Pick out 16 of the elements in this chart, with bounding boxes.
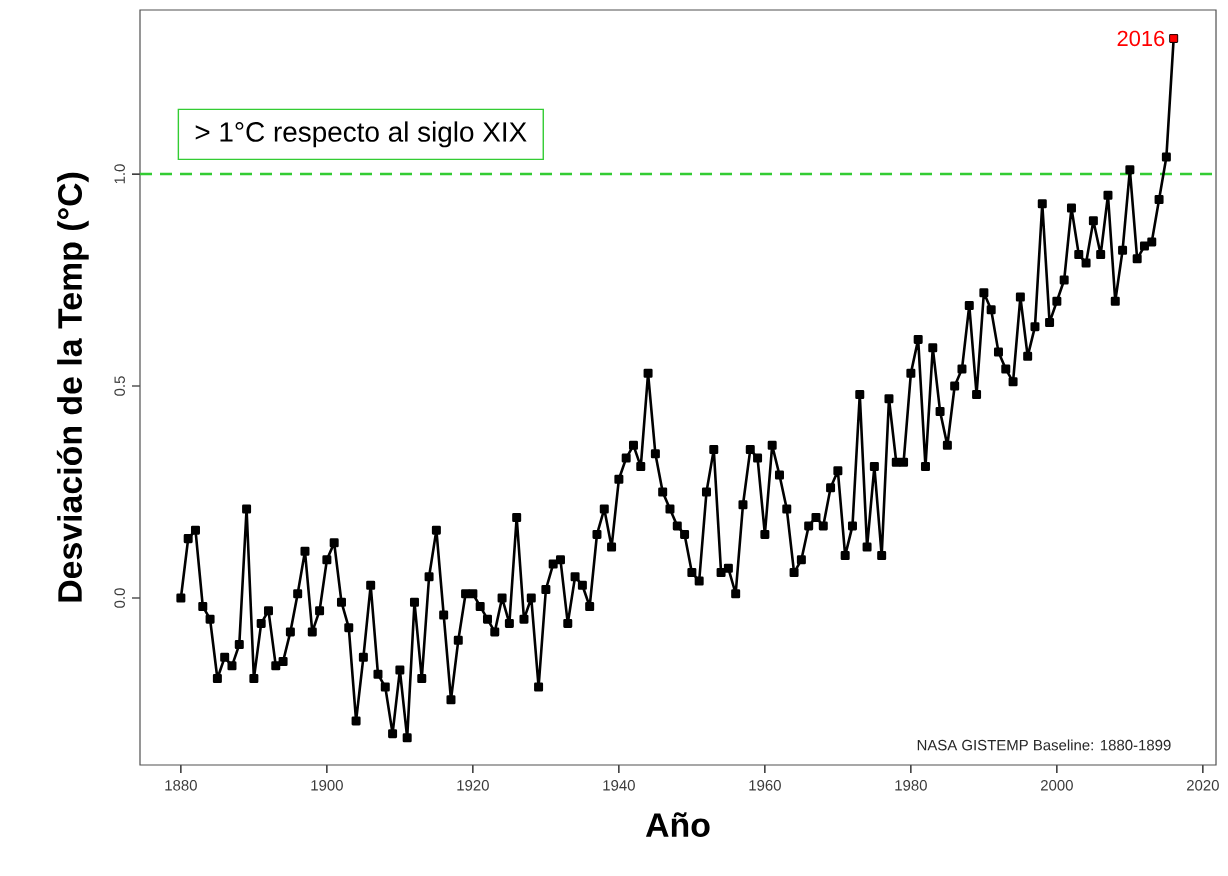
x-tick-label: 2020 xyxy=(1187,780,1219,791)
annotation: 2016 xyxy=(1117,30,1165,47)
x-axis-title: Año xyxy=(645,812,710,838)
x-tick-label: 1960 xyxy=(749,780,781,791)
y-tick-label: 1.0 xyxy=(114,164,125,184)
annotation: NASA GISTEMP Baseline: 1880-1899 xyxy=(917,739,1171,751)
x-tick-label: 1980 xyxy=(895,780,927,791)
y-axis-title: Desviación de la Temp (°C) xyxy=(56,172,89,602)
x-tick-label: 1940 xyxy=(603,780,635,791)
y-tick-label: 0.5 xyxy=(114,376,125,396)
x-tick-label: 1880 xyxy=(165,780,197,791)
ref-line-label: > 1°C respecto al siglo XIX xyxy=(195,121,527,148)
x-tick-label: 1900 xyxy=(311,780,343,791)
x-tick-label: 2000 xyxy=(1041,780,1073,791)
x-tick-label: 1920 xyxy=(457,780,489,791)
y-tick-label: 0.0 xyxy=(114,588,125,608)
